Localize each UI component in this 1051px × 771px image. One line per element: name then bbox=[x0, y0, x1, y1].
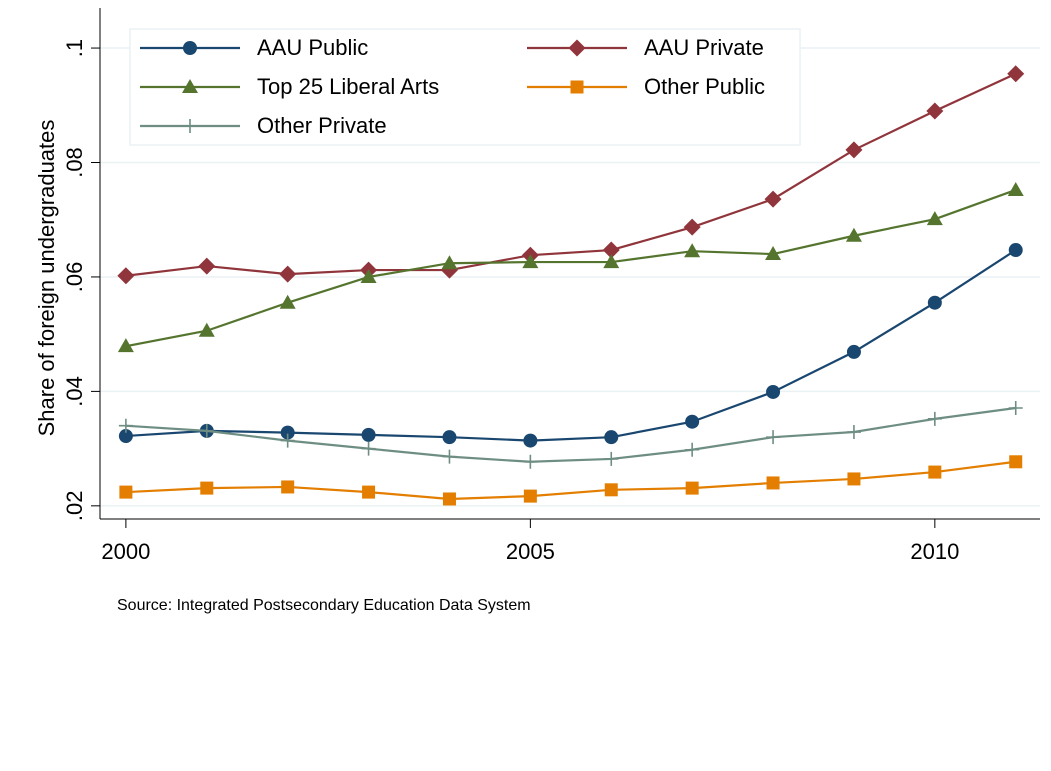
marker bbox=[683, 218, 701, 236]
legend-label: Other Public bbox=[644, 74, 765, 99]
marker bbox=[522, 254, 539, 269]
marker bbox=[360, 268, 377, 283]
marker bbox=[441, 255, 458, 270]
marker bbox=[846, 425, 861, 440]
marker bbox=[926, 102, 944, 120]
marker bbox=[766, 384, 781, 399]
marker bbox=[765, 246, 782, 261]
marker bbox=[199, 423, 214, 438]
marker bbox=[846, 344, 861, 359]
marker bbox=[847, 472, 861, 486]
marker bbox=[117, 338, 134, 353]
marker bbox=[200, 481, 214, 495]
y-tick-label: .02 bbox=[62, 491, 87, 522]
legend-label: AAU Private bbox=[644, 35, 764, 60]
series-line bbox=[125, 72, 1017, 277]
marker bbox=[361, 427, 376, 442]
marker bbox=[198, 322, 215, 337]
marker bbox=[280, 433, 295, 448]
marker bbox=[604, 451, 619, 466]
marker bbox=[119, 485, 133, 499]
source-note: Source: Integrated Postsecondary Educati… bbox=[117, 597, 531, 614]
marker bbox=[602, 241, 620, 259]
marker bbox=[281, 480, 295, 494]
marker bbox=[604, 483, 618, 497]
marker bbox=[118, 418, 133, 433]
legend-marker bbox=[568, 39, 586, 57]
marker bbox=[1008, 243, 1023, 258]
marker bbox=[362, 485, 376, 499]
legend: AAU Public AAU Private Top 25 Liberal Arts… bbox=[129, 28, 801, 146]
legend-label: Other Private bbox=[257, 113, 387, 138]
marker bbox=[1007, 181, 1024, 196]
marker bbox=[927, 411, 942, 426]
marker bbox=[279, 265, 297, 283]
marker bbox=[928, 465, 942, 479]
marker bbox=[442, 492, 456, 506]
marker bbox=[684, 243, 701, 258]
legend-box bbox=[129, 28, 801, 146]
y-tick-label: .08 bbox=[62, 147, 87, 178]
marker bbox=[198, 257, 216, 275]
marker bbox=[845, 227, 862, 242]
legend-label: Top 25 Liberal Arts bbox=[257, 74, 439, 99]
y-tick-label: .1 bbox=[62, 39, 87, 57]
legend-marker bbox=[182, 79, 198, 93]
series-line bbox=[125, 188, 1017, 348]
marker bbox=[764, 190, 782, 208]
y-axis-label: Share of foreign undergraduates bbox=[34, 120, 59, 437]
y-tick-label: .06 bbox=[62, 262, 87, 293]
marker bbox=[1008, 400, 1023, 415]
marker bbox=[1007, 65, 1025, 83]
marker bbox=[523, 489, 537, 503]
x-tick-label: 2005 bbox=[506, 539, 555, 564]
marker bbox=[603, 254, 620, 269]
marker bbox=[927, 295, 942, 310]
marker bbox=[442, 430, 457, 445]
marker bbox=[926, 211, 943, 226]
legend-label: AAU Public bbox=[257, 35, 368, 60]
legend-marker bbox=[183, 119, 197, 133]
x-tick-label: 2000 bbox=[101, 539, 150, 564]
marker bbox=[523, 433, 538, 448]
marker bbox=[845, 141, 863, 159]
marker bbox=[117, 267, 135, 285]
series-line bbox=[125, 249, 1017, 442]
marker bbox=[118, 429, 133, 444]
marker bbox=[766, 476, 780, 490]
marker bbox=[280, 425, 295, 440]
x-tick-label: 2010 bbox=[910, 539, 959, 564]
legend-marker bbox=[183, 41, 197, 55]
y-tick-label: .04 bbox=[62, 376, 87, 407]
marker bbox=[1009, 455, 1023, 469]
marker bbox=[279, 294, 296, 309]
marker bbox=[766, 430, 781, 445]
marker bbox=[685, 481, 699, 495]
marker bbox=[685, 442, 700, 457]
marker bbox=[523, 454, 538, 469]
marker bbox=[442, 449, 457, 464]
series-line bbox=[125, 460, 1016, 501]
legend-marker bbox=[570, 80, 584, 94]
series-line bbox=[125, 406, 1016, 463]
marker bbox=[685, 414, 700, 429]
marker bbox=[604, 430, 619, 445]
marker bbox=[361, 441, 376, 456]
